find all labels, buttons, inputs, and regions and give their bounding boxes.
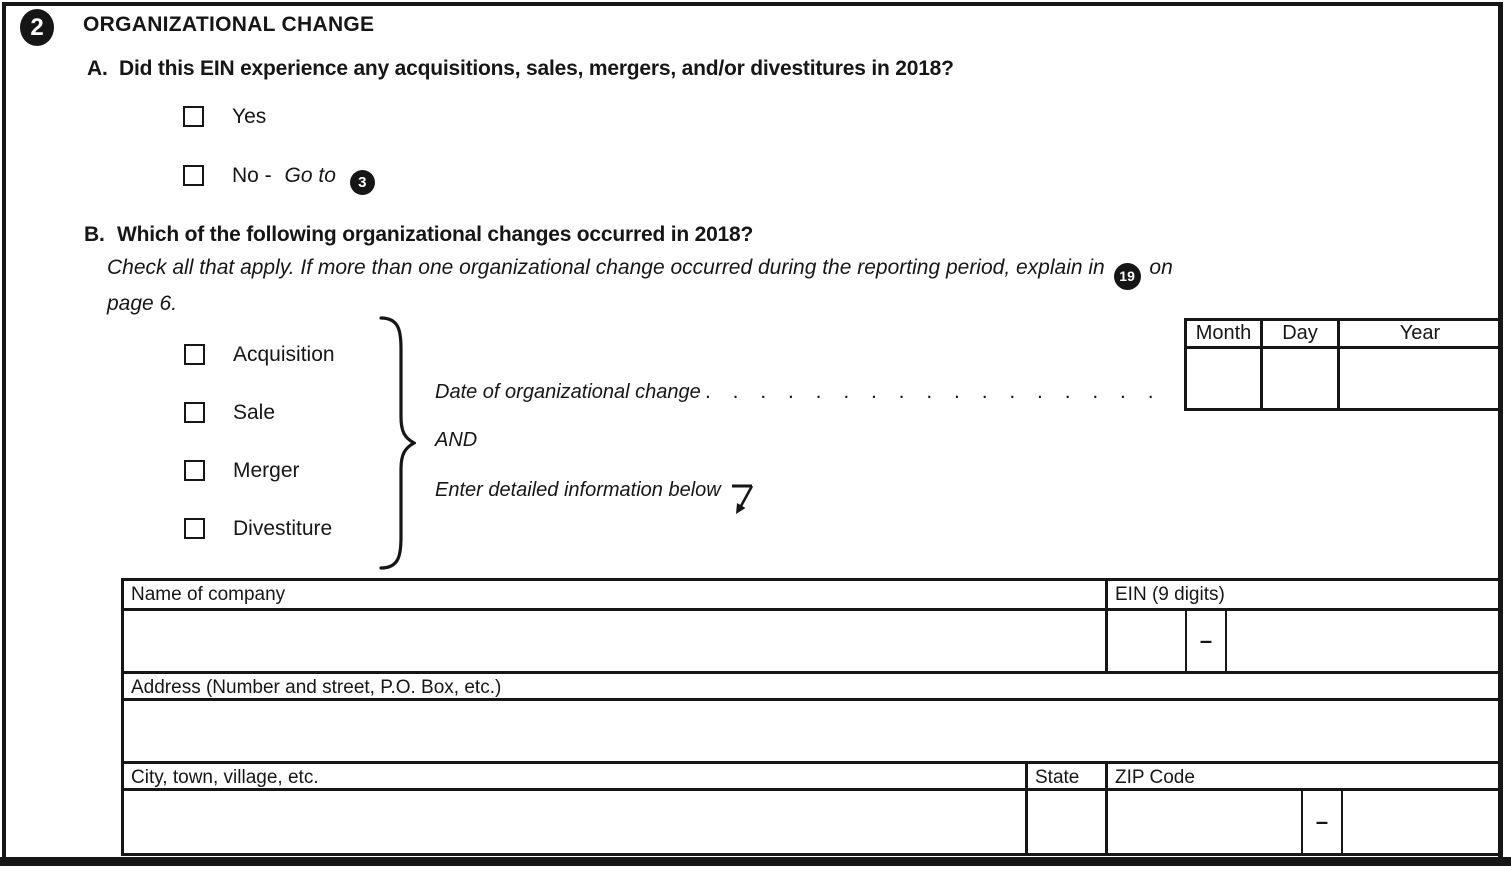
city-state-zip-input-row: – <box>124 791 1500 853</box>
checkbox-acquisition-label: Acquisition <box>233 343 335 366</box>
zip-code-label: ZIP Code <box>1115 767 1195 788</box>
company-detail-table: Name of company EIN (9 digits) – Address… <box>121 578 1503 856</box>
page-border-right <box>1498 2 1503 858</box>
note-after: on <box>1149 256 1173 279</box>
zip-separator: – <box>1303 791 1343 853</box>
checkbox-no[interactable] <box>183 165 204 186</box>
date-table-header-month: Month <box>1187 321 1263 346</box>
goto-3-badge: 3 <box>349 170 375 195</box>
name-of-company-label: Name of company <box>124 581 1108 608</box>
state-label: State <box>1028 764 1108 788</box>
question-b-prefix: B. <box>84 223 105 246</box>
checkbox-no-label: No - Go to 3 <box>232 164 375 195</box>
state-input[interactable] <box>1028 791 1108 853</box>
note-before: Check all that apply. If more than one o… <box>107 256 1105 279</box>
date-table-header-day: Day <box>1263 321 1340 346</box>
question-b-text: Which of the following organizational ch… <box>117 223 754 246</box>
ein-label: EIN (9 digits) <box>1115 584 1225 605</box>
name-ein-input-row: – <box>124 611 1500 674</box>
goto-text: Go to <box>284 164 336 187</box>
date-day-input[interactable] <box>1263 349 1340 408</box>
address-label-row: Address (Number and street, P.O. Box, et… <box>124 674 1500 701</box>
ein-separator: – <box>1187 611 1227 671</box>
note-line2: page 6. <box>107 292 178 315</box>
date-table-input-row <box>1187 349 1500 408</box>
detail-prompt-row: Enter detailed information below <box>435 479 755 517</box>
address-input[interactable] <box>124 701 1500 761</box>
checkbox-yes-label: Yes <box>232 105 267 128</box>
dot-leader: . . . . . . . . . . . . . . . . . <box>705 380 1154 403</box>
section-title: ORGANIZATIONAL CHANGE <box>83 13 375 36</box>
name-ein-label-row: Name of company EIN (9 digits) <box>124 581 1500 611</box>
section-divider-bar <box>0 857 1511 866</box>
checkbox-sale-label: Sale <box>233 401 276 424</box>
name-of-company-input[interactable] <box>124 611 1108 671</box>
date-table-header-year: Year <box>1399 322 1441 344</box>
section-number-badge: 2 <box>20 9 54 46</box>
checkbox-divestiture[interactable] <box>184 518 205 539</box>
checkbox-no-label-text: No - <box>232 164 272 187</box>
zip-prefix-input[interactable] <box>1108 791 1303 853</box>
checkbox-merger-label: Merger <box>233 459 300 482</box>
checkbox-merger[interactable] <box>184 460 205 481</box>
question-b-note: Check all that apply. If more than one o… <box>107 254 1173 317</box>
down-left-arrow-icon <box>729 481 755 517</box>
question-a-prefix: A. <box>87 57 108 80</box>
ein-prefix-input[interactable] <box>1108 611 1187 671</box>
and-connector: AND <box>435 429 478 451</box>
address-input-row <box>124 701 1500 764</box>
checkbox-yes[interactable] <box>183 106 204 127</box>
city-state-zip-label-row: City, town, village, etc. State ZIP Code <box>124 764 1500 791</box>
question-a-text: Did this EIN experience any acquisitions… <box>119 57 954 80</box>
page-border-left <box>2 2 6 858</box>
zip-suffix-input[interactable] <box>1343 791 1500 853</box>
detail-prompt: Enter detailed information below <box>435 479 721 501</box>
brace-icon <box>376 315 416 571</box>
city-label: City, town, village, etc. <box>124 764 1028 788</box>
address-label: Address (Number and street, P.O. Box, et… <box>131 677 502 698</box>
ein-suffix-input[interactable] <box>1227 611 1500 671</box>
city-input[interactable] <box>124 791 1028 853</box>
page-border-top <box>2 2 1503 6</box>
checkbox-acquisition[interactable] <box>184 344 205 365</box>
checkbox-divestiture-label: Divestiture <box>233 517 333 540</box>
date-table: Month Day Year <box>1184 318 1503 411</box>
date-prompt: Date of organizational change <box>435 381 701 403</box>
date-month-input[interactable] <box>1187 349 1263 408</box>
date-year-input[interactable] <box>1340 349 1500 408</box>
date-table-header-row: Month Day Year <box>1187 321 1500 349</box>
ref-19-badge: 19 <box>1113 263 1141 290</box>
checkbox-sale[interactable] <box>184 402 205 423</box>
